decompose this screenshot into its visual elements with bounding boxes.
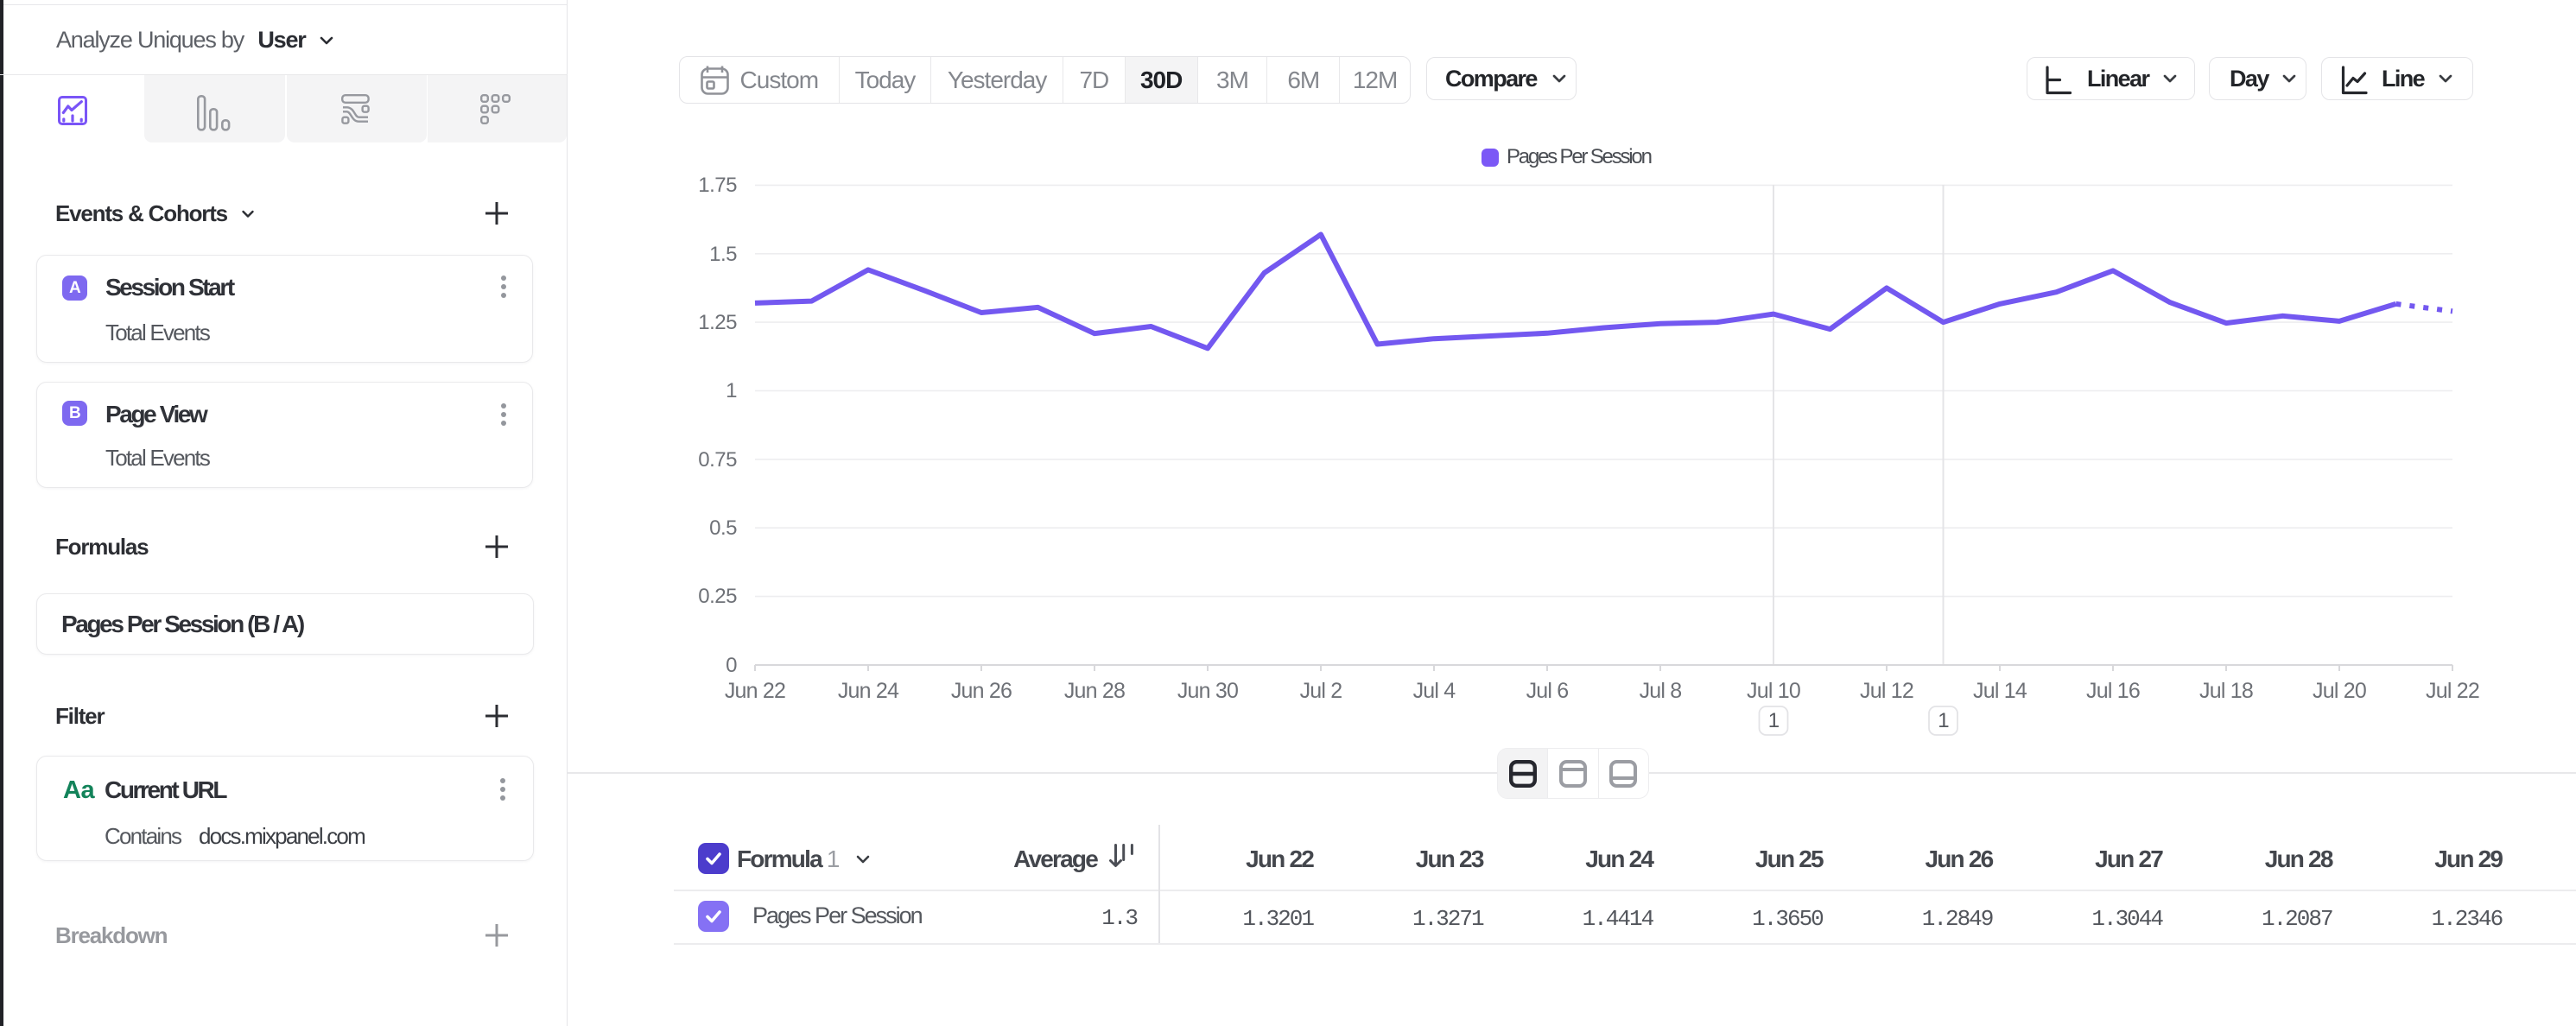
svg-text:Jul 22: Jul 22 <box>2426 679 2479 703</box>
svg-text:0: 0 <box>726 654 737 677</box>
svg-text:Jul 6: Jul 6 <box>1526 679 1569 703</box>
svg-text:0.5: 0.5 <box>709 516 737 540</box>
svg-text:1: 1 <box>1768 709 1780 732</box>
svg-text:Jul 18: Jul 18 <box>2199 679 2253 703</box>
svg-text:Jul 16: Jul 16 <box>2086 679 2140 703</box>
svg-text:1.75: 1.75 <box>698 174 737 197</box>
svg-text:Jul 10: Jul 10 <box>1747 679 1800 703</box>
svg-text:Jun 22: Jun 22 <box>725 679 785 703</box>
svg-text:Jul 12: Jul 12 <box>1860 679 1913 703</box>
svg-text:Jun 26: Jun 26 <box>951 679 1012 703</box>
svg-text:Jun 28: Jun 28 <box>1064 679 1125 703</box>
svg-text:Jul 8: Jul 8 <box>1640 679 1682 703</box>
svg-text:Jun 30: Jun 30 <box>1177 679 1238 703</box>
svg-text:Jun 24: Jun 24 <box>838 679 899 703</box>
svg-text:1.25: 1.25 <box>698 311 737 334</box>
svg-text:Jul 4: Jul 4 <box>1413 679 1456 703</box>
svg-text:1: 1 <box>1938 709 1949 732</box>
svg-text:Jul 20: Jul 20 <box>2313 679 2366 703</box>
svg-text:0.25: 0.25 <box>698 585 737 608</box>
svg-text:1.5: 1.5 <box>709 243 737 266</box>
svg-text:1: 1 <box>726 379 737 402</box>
svg-text:Jul 2: Jul 2 <box>1300 679 1342 703</box>
svg-text:Jul 14: Jul 14 <box>1973 679 2027 703</box>
svg-text:0.75: 0.75 <box>698 448 737 472</box>
